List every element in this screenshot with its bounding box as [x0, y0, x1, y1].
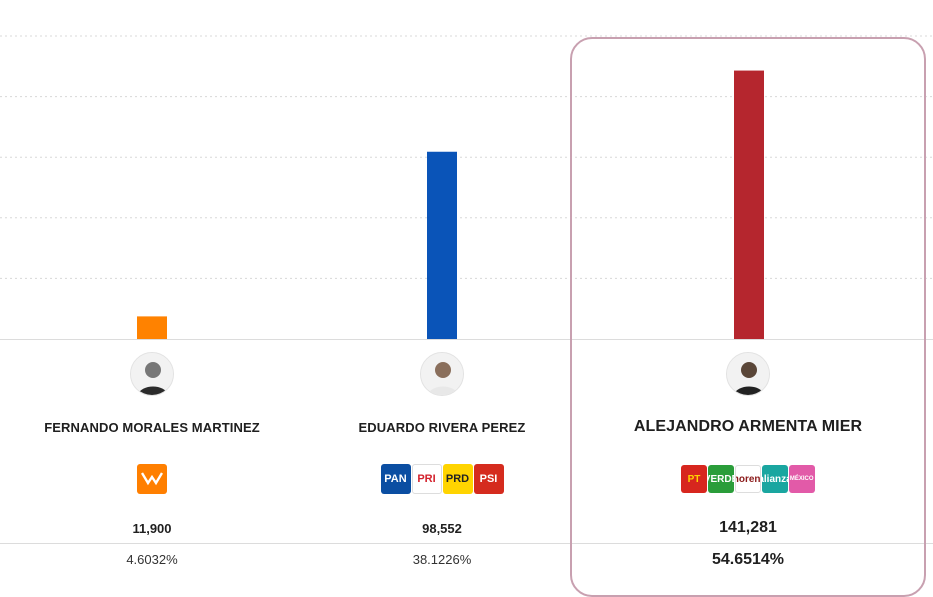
- chart-gridlines: [0, 35, 933, 279]
- party-logos: [12, 463, 292, 495]
- candidate-name: ALEJANDRO ARMENTA MIER: [633, 418, 863, 435]
- bar-1: [427, 151, 457, 339]
- candidate-votes: 98,552: [422, 521, 462, 536]
- candidate-name: FERNANDO MORALES MARTINEZ: [44, 420, 260, 435]
- pri-logo: PRI: [411, 464, 442, 494]
- candidate-avatar: [130, 352, 174, 396]
- party-logos: PAN PRI PRD PSI: [302, 463, 582, 495]
- candidate-votes: 11,900: [132, 521, 172, 536]
- person-photo-icon: [131, 353, 173, 395]
- candidate-votes: 141,281: [719, 519, 777, 536]
- candidate-card-fernando-morales[interactable]: FERNANDO MORALES MARTINEZ 11,900 4.6032%: [12, 340, 292, 578]
- candidate-name: EDUARDO RIVERA PEREZ: [358, 420, 526, 435]
- candidate-avatar: [726, 352, 770, 396]
- movimiento-ciudadano-logo: [137, 464, 167, 494]
- percent-row-divider: [0, 543, 933, 544]
- prd-logo: PRD: [442, 464, 473, 494]
- morena-logo: morena: [735, 465, 761, 493]
- person-photo-icon: [421, 353, 463, 395]
- party-logos: PTVERDEmorenaalianzaFUERZA MÉXICO PUEBLA: [572, 463, 924, 495]
- fuerza-mexico-logo: FUERZA MÉXICO PUEBLA: [789, 465, 815, 493]
- candidate-avatar: [420, 352, 464, 396]
- verde-logo: VERDE: [708, 465, 734, 493]
- pt-logo: PT: [681, 465, 707, 493]
- psi-logo: PSI: [473, 464, 504, 494]
- pan-logo: PAN: [380, 464, 411, 494]
- bar-2: [734, 70, 764, 339]
- chart-baseline: [0, 339, 933, 340]
- candidate-card-alejandro-armenta[interactable]: ALEJANDRO ARMENTA MIER PTVERDEmorenaalia…: [572, 340, 924, 578]
- chart-bars: [137, 70, 764, 339]
- candidate-percent: 38.1226%: [412, 552, 472, 567]
- candidate-percent: 4.6032%: [126, 552, 178, 567]
- vote-bar-chart: [0, 35, 933, 339]
- nueva-alianza-logo: alianza: [762, 465, 788, 493]
- candidate-card-eduardo-rivera[interactable]: EDUARDO RIVERA PEREZ PAN PRI PRD PSI 98,552…: [302, 340, 582, 578]
- person-photo-icon: [727, 353, 769, 395]
- candidate-percent: 54.6514%: [711, 551, 785, 568]
- bar-0: [137, 316, 167, 339]
